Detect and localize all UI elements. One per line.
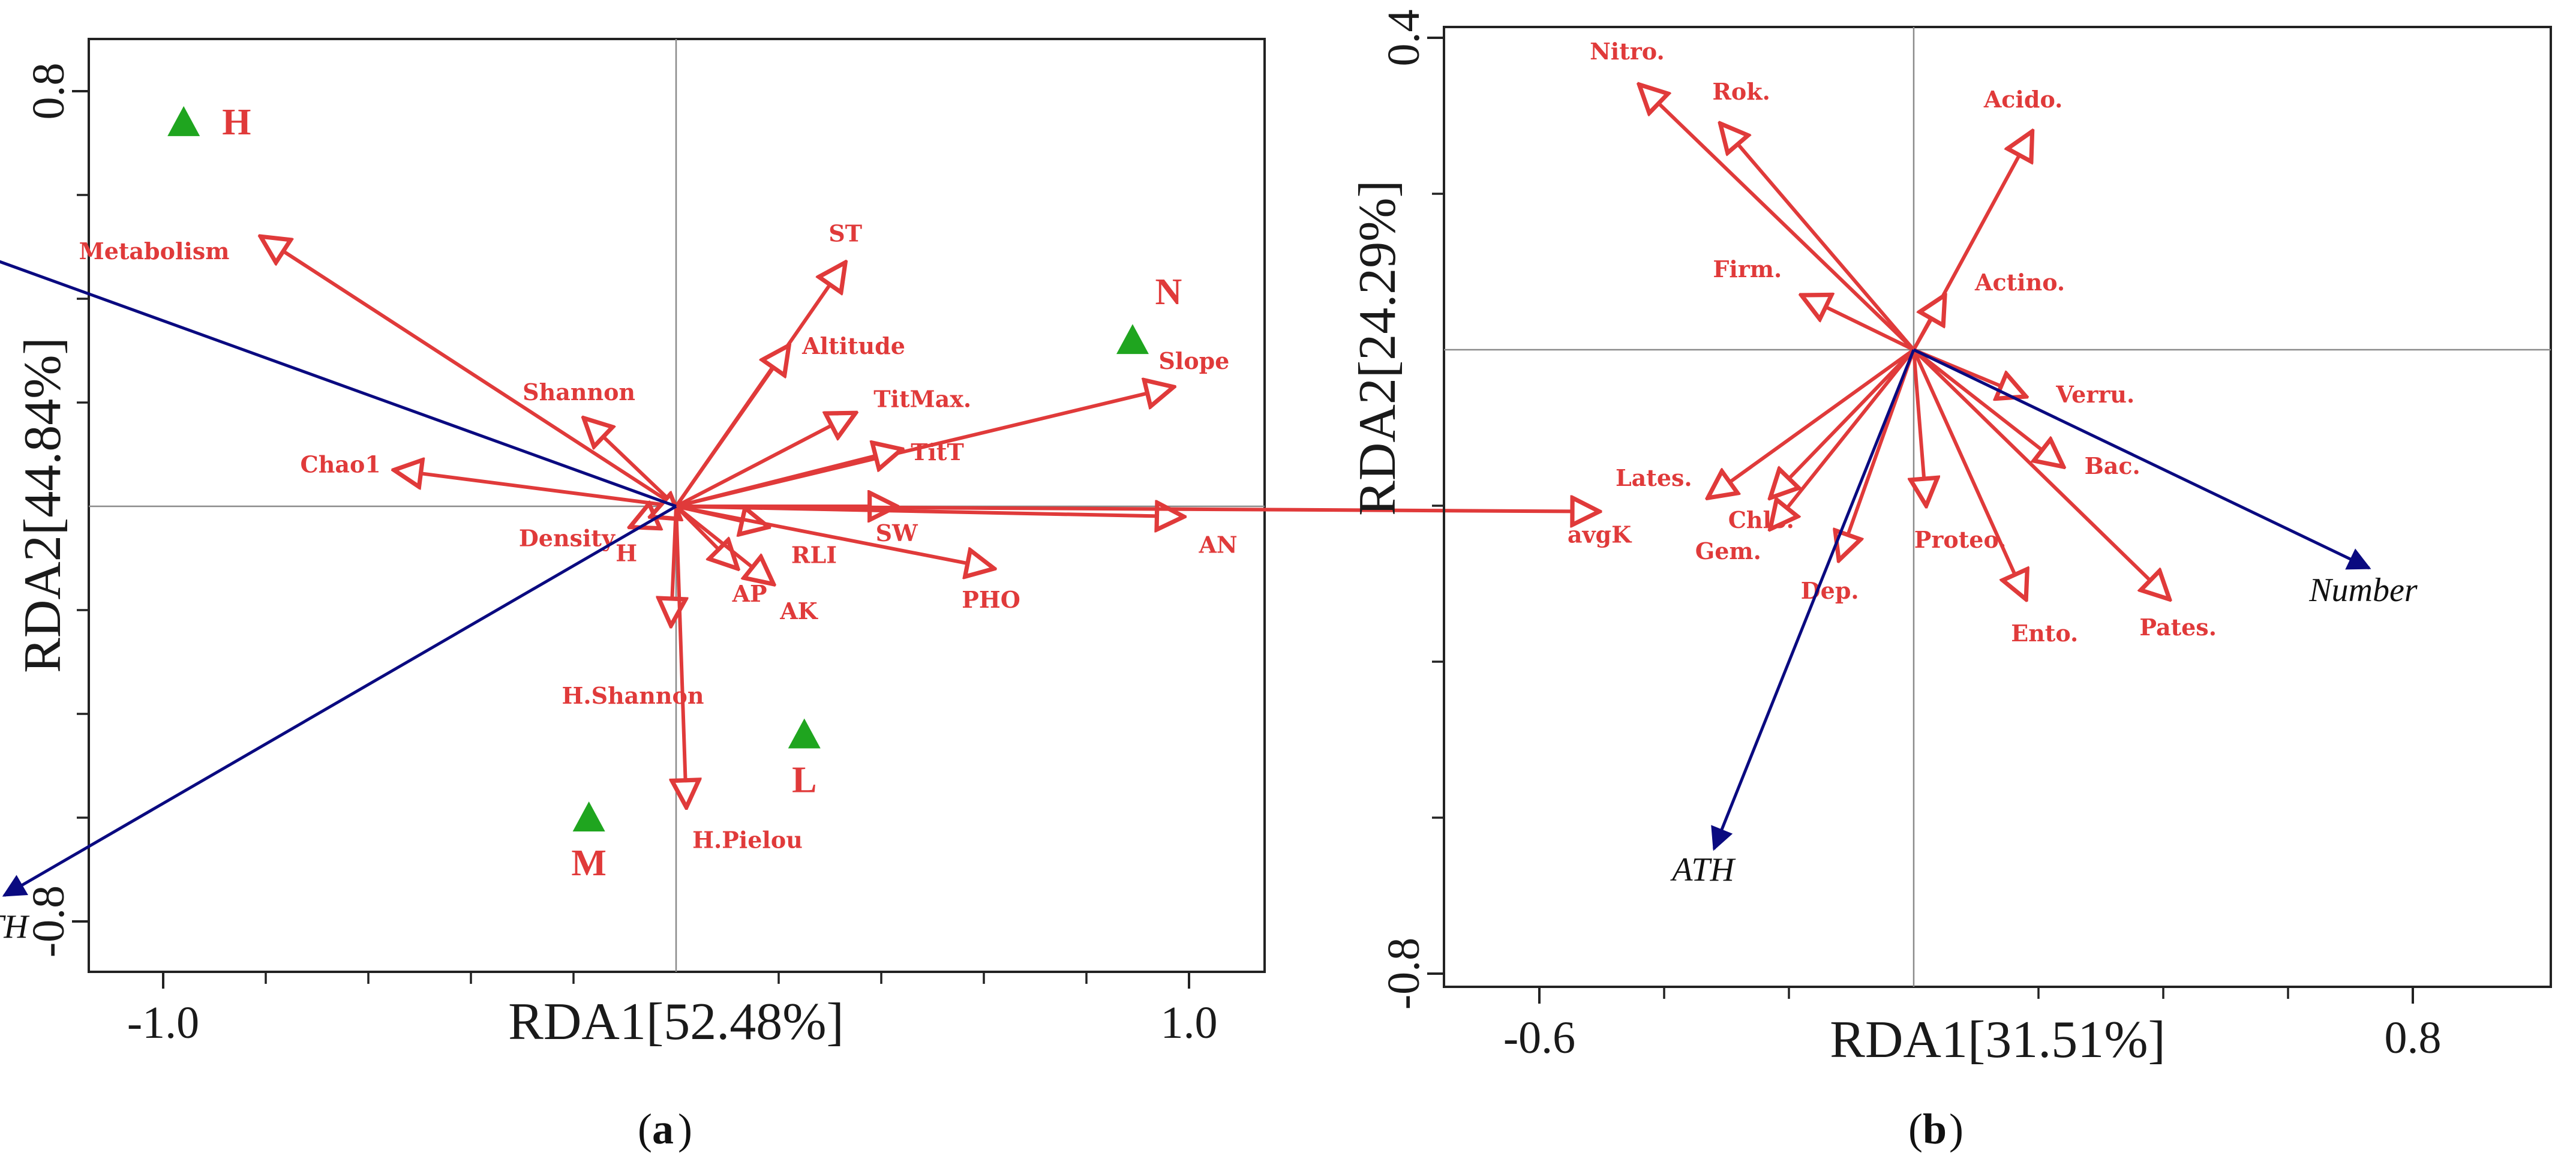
panel-label-b-open: (: [1908, 1105, 1923, 1153]
y-tick-label-b-1: -0.8: [1379, 938, 1429, 1010]
vector-firm-b: [1802, 295, 1915, 352]
vector-label-metabolism-a: Metabolism: [79, 238, 230, 265]
x-tick-label-a-0: -1.0: [127, 998, 199, 1048]
vector-label-slope-a: Slope: [1158, 347, 1229, 374]
site-marker-m: [572, 801, 605, 831]
sites-a: H N L M: [167, 102, 1182, 884]
site-label-h: H: [222, 102, 251, 143]
vector-label-ento-b: Ento.: [2011, 620, 2078, 647]
vector-label-altitude-a: Altitude: [801, 332, 905, 359]
vector-label-lates-b: Lates.: [1616, 464, 1692, 491]
vector-number-b: [1913, 348, 2369, 568]
vector-label-pates-b: Pates.: [2139, 614, 2217, 641]
vector-pates-b: [1912, 348, 2169, 599]
vector-label-titt-a: TitT: [911, 439, 964, 466]
vector-bac-b: [1913, 348, 2064, 467]
vector-label-st-a: ST: [828, 220, 862, 247]
vector-label-gem-b: Gem.: [1695, 538, 1761, 565]
vector-label-verru-b: Verru.: [2055, 381, 2134, 408]
x-axis-title-a: RDA1[52.48%]: [508, 993, 844, 1051]
vector-avgk-a: [675, 506, 1599, 512]
vector-label-firm-b: Firm.: [1713, 256, 1782, 283]
vector-label-acido-b: Acido.: [1983, 86, 2063, 113]
panel-label-b: b: [1923, 1105, 1947, 1153]
vectors-b: Nitro. Rok. Acido. Firm. Actino. Verru. Bac. La…: [1590, 38, 2418, 888]
vector-proteo-b: [1914, 349, 1926, 506]
site-label-n: N: [1155, 272, 1182, 313]
vector-label-titmax-a: TitMax.: [873, 385, 971, 412]
vector-label-h-pielou-a: H.Pielou: [692, 827, 803, 854]
vector-label-ak-a: AK: [779, 597, 818, 624]
vector-ath-a: [4, 505, 677, 897]
site-marker-n: [1116, 324, 1149, 355]
vector-titt-a: [675, 449, 902, 508]
vector-gem-b: [1770, 349, 1916, 529]
vector-label-dep-b: Dep.: [1801, 577, 1859, 604]
y-tick-label-a-0: 0.8: [23, 63, 74, 120]
vector-label-ath-b: ATH: [1670, 851, 1736, 888]
panel-label-a-close: ): [678, 1105, 692, 1153]
vector-label-h-shannon-a: H.Shannon: [562, 682, 704, 709]
vector-label-actino-b: Actino.: [1974, 269, 2065, 296]
x-tick-label-b-0: -0.6: [1503, 1013, 1575, 1063]
vector-rok-b: [1721, 124, 1916, 351]
vector-label-ath-a: ATH: [0, 908, 29, 945]
x-axis-title-b: RDA1[31.51%]: [1830, 1011, 2166, 1069]
vector-nitro-b: [1639, 85, 1916, 352]
vector-label-chao1-a: Chao1: [300, 451, 380, 478]
vector-label-ap-a: AP: [732, 580, 767, 607]
site-label-l: L: [792, 760, 816, 801]
x-tick-label-b-1: 0.8: [2385, 1013, 2442, 1063]
vector-label-pho-a: PHO: [962, 586, 1020, 613]
x-tick-label-a-1: 1.0: [1161, 998, 1218, 1048]
vector-ento-b: [1912, 349, 2026, 599]
panel-label-b-close: ): [1949, 1105, 1963, 1153]
axes-b: -0.6 0.8 0.4 -0.8: [1379, 10, 2442, 1064]
vector-label-nitro-b: Nitro.: [1590, 38, 1665, 65]
vector-label-an-a: AN: [1198, 531, 1237, 558]
vector-label-rok-b: Rok.: [1712, 78, 1770, 105]
vector-ath-b: [1714, 349, 1916, 849]
plot-frame-b: [1443, 26, 2552, 988]
vector-label-density-a: Density: [519, 525, 616, 552]
vector-pho-a: [675, 505, 994, 569]
site-marker-h: [167, 106, 200, 136]
vector-h-pielou-a: [676, 506, 686, 807]
y-axis-title-b: RDA2[24.29%]: [1349, 180, 1407, 516]
vector-label-proteo-b: Proteo.: [1914, 526, 2007, 553]
site-label-m: M: [571, 843, 607, 884]
vector-chlo-b: [1770, 348, 1916, 498]
vector-label-bac-b: Bac.: [2085, 452, 2140, 479]
vector-ak-a: [675, 505, 773, 584]
vector-actino-b: [1912, 295, 1945, 351]
vector-titmax-a: [675, 413, 855, 508]
y-axis-title-a: RDA2[44.84%]: [14, 337, 72, 673]
panel-b: -0.6 0.8 0.4 -0.8 Nitro. Rok. Acido. Firm. Acti…: [1349, 10, 2552, 1153]
vector-label-shannon-a: Shannon: [523, 379, 635, 406]
y-tick-label-b-0: 0.4: [1379, 10, 1429, 67]
panel-a: -1.0 1.0 0.8 -0.8 Metabolism Chao1 Shannon Den…: [0, 38, 1632, 1153]
site-marker-l: [788, 718, 821, 749]
vector-altitude-a: [674, 346, 789, 508]
vector-label-rli-a: RLI: [791, 542, 837, 569]
vector-label-sw-a: SW: [876, 520, 918, 547]
panel-label-a: a: [652, 1105, 674, 1153]
vector-label-h-a: H: [616, 539, 637, 566]
vector-label-avgk-a: avgK: [1568, 521, 1632, 548]
vector-chao1-a: [394, 470, 677, 508]
panel-label-a-open: (: [638, 1105, 652, 1153]
vector-number-a: [0, 260, 677, 508]
y-tick-label-a-1: -0.8: [23, 885, 74, 957]
vector-metabolism-a: [260, 236, 677, 508]
vector-lates-b: [1708, 348, 1915, 498]
vector-label-number-b: Number: [2308, 572, 2418, 609]
axes-a: -1.0 1.0 0.8 -0.8: [23, 63, 1218, 1049]
vector-shannon-a: [584, 418, 678, 508]
